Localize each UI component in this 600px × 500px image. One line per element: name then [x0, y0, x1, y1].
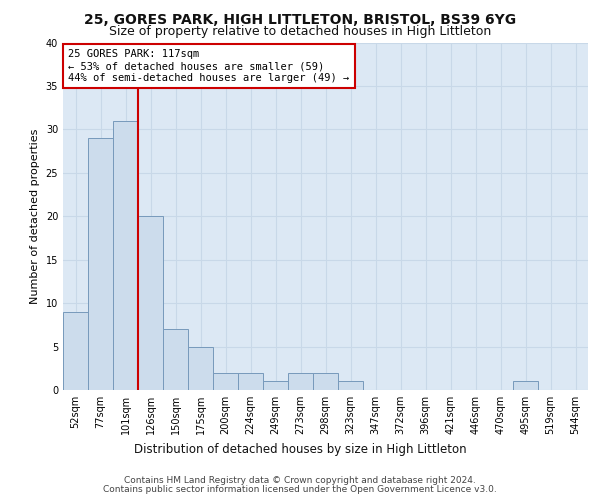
Text: Size of property relative to detached houses in High Littleton: Size of property relative to detached ho… [109, 25, 491, 38]
Bar [213, 372, 238, 390]
Text: Distribution of detached houses by size in High Littleton: Distribution of detached houses by size … [134, 442, 466, 456]
Text: Contains HM Land Registry data © Crown copyright and database right 2024.: Contains HM Land Registry data © Crown c… [124, 476, 476, 485]
Bar [513, 382, 538, 390]
Bar [138, 216, 163, 390]
Bar [288, 372, 313, 390]
Text: Contains public sector information licensed under the Open Government Licence v3: Contains public sector information licen… [103, 485, 497, 494]
Bar [113, 120, 138, 390]
Bar [238, 372, 263, 390]
Bar [88, 138, 113, 390]
Bar [313, 372, 338, 390]
Bar [188, 346, 213, 390]
Bar [63, 312, 88, 390]
Text: 25, GORES PARK, HIGH LITTLETON, BRISTOL, BS39 6YG: 25, GORES PARK, HIGH LITTLETON, BRISTOL,… [84, 12, 516, 26]
Bar [163, 329, 188, 390]
Text: 25 GORES PARK: 117sqm
← 53% of detached houses are smaller (59)
44% of semi-deta: 25 GORES PARK: 117sqm ← 53% of detached … [68, 50, 349, 82]
Bar [338, 382, 363, 390]
Y-axis label: Number of detached properties: Number of detached properties [30, 128, 40, 304]
Bar [263, 382, 288, 390]
